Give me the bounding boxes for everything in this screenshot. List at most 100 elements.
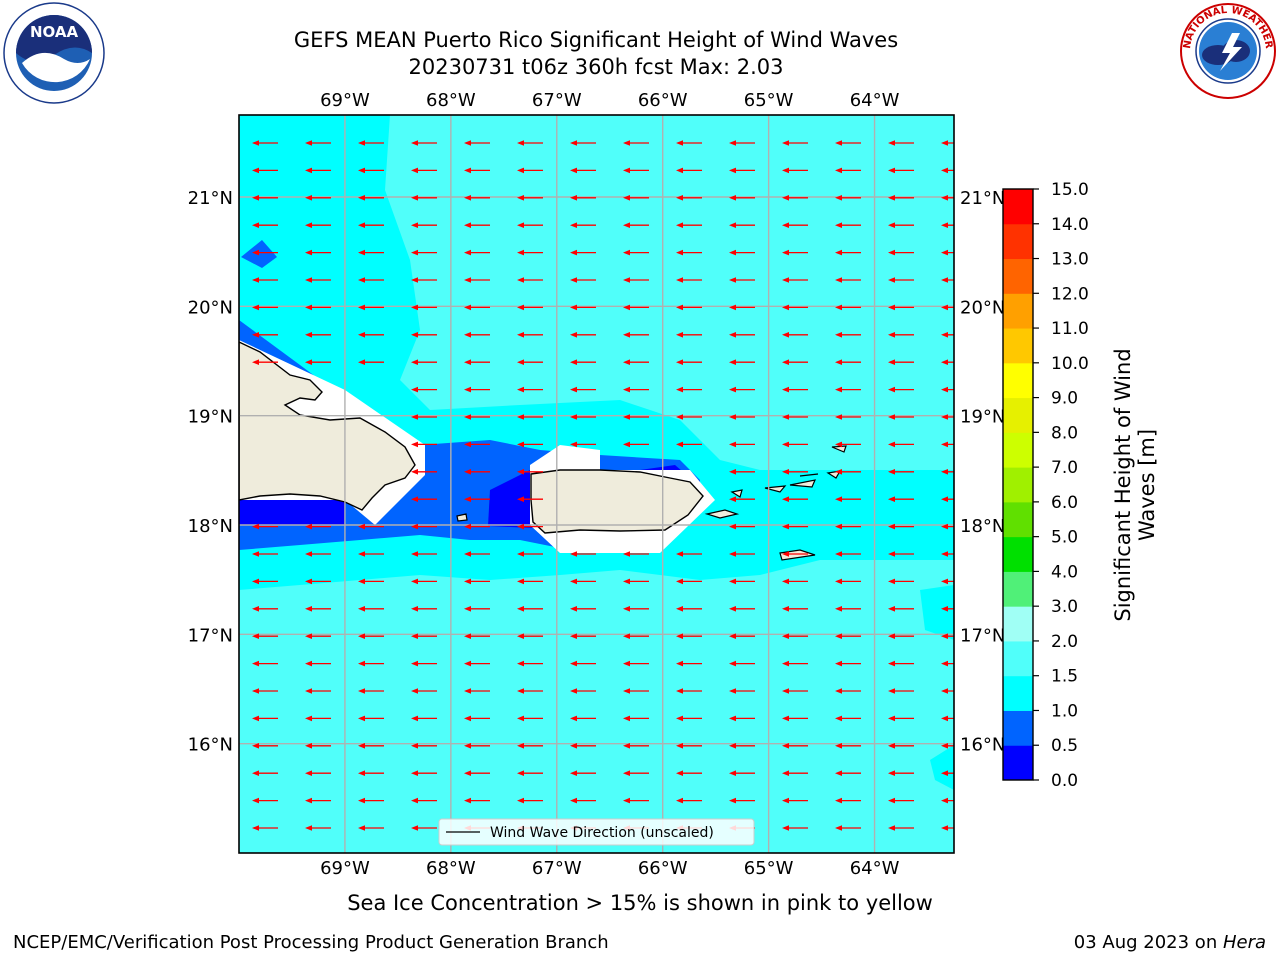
land-vieques — [704, 509, 740, 519]
wave-direction-arrow — [358, 167, 384, 174]
wave-direction-arrow — [729, 359, 755, 365]
wave-direction-arrow — [358, 304, 384, 311]
wave-direction-arrow — [888, 660, 914, 667]
wave-direction-arrow — [782, 414, 808, 420]
wave-direction-arrow — [517, 660, 543, 667]
map-field — [239, 115, 954, 853]
wave-direction-arrow — [411, 523, 437, 530]
wave-direction-arrow — [464, 249, 490, 256]
lat-label-right: 21°N — [960, 188, 1005, 209]
wave-direction-arrow — [782, 770, 808, 776]
wave-direction-arrow — [464, 523, 490, 530]
wave-direction-arrow — [623, 551, 649, 557]
wave-direction-arrow — [941, 797, 954, 804]
wave-direction-arrow — [729, 332, 755, 338]
wave-direction-arrow — [941, 249, 954, 256]
wave-direction-arrow — [835, 496, 861, 502]
wave-direction-arrow — [570, 551, 596, 557]
wave-direction-arrow — [676, 359, 702, 365]
wave-direction-arrow — [782, 249, 808, 256]
wave-direction-arrow — [570, 195, 596, 201]
wave-direction-arrow — [782, 332, 808, 338]
wave-direction-arrow — [782, 688, 808, 694]
wave-direction-arrow — [835, 222, 861, 228]
colorbar-swatch — [1003, 432, 1033, 468]
wave-direction-arrow — [358, 660, 384, 667]
wave-direction-arrow — [782, 743, 808, 749]
wave-direction-arrow — [676, 332, 702, 338]
wave-direction-arrow — [517, 386, 543, 393]
colorbar-tick-label: 1.5 — [1051, 667, 1078, 687]
colorbar-swatch — [1003, 745, 1033, 781]
wave-direction-arrow — [729, 496, 755, 502]
wave-direction-arrow — [888, 304, 914, 311]
wave-direction-arrow — [252, 825, 278, 831]
wave-direction-arrow — [835, 633, 861, 639]
wave-direction-arrow — [252, 222, 278, 228]
wave-direction-arrow — [358, 195, 384, 201]
wave-direction-arrow — [941, 743, 954, 749]
wave-direction-arrow — [888, 743, 914, 749]
wave-direction-arrow — [835, 469, 861, 475]
wave-direction-arrow — [411, 359, 437, 365]
wave-direction-arrow — [411, 496, 437, 502]
wave-direction-arrow — [252, 688, 278, 694]
wave-direction-arrow — [570, 688, 596, 694]
wave-direction-arrow — [570, 222, 596, 228]
wave-direction-arrow — [305, 140, 331, 146]
wave-direction-arrow — [358, 359, 384, 365]
wave-direction-arrow — [517, 496, 543, 502]
wave-direction-arrow — [411, 304, 437, 311]
wave-direction-arrow — [411, 606, 437, 612]
wave-direction-arrow — [888, 578, 914, 585]
colorbar-tick-label: 4.0 — [1051, 562, 1078, 582]
wave-direction-arrow — [676, 606, 702, 612]
wave-direction-arrow — [676, 715, 702, 722]
wave-direction-arrow — [676, 304, 702, 311]
wave-direction-arrow — [570, 797, 596, 804]
graticule — [239, 115, 954, 853]
wave-direction-arrow — [570, 304, 596, 311]
wave-direction-arrow — [782, 277, 808, 283]
colorbar-tick-label: 3.0 — [1051, 597, 1078, 617]
wave-direction-arrow — [623, 359, 649, 365]
wave-direction-arrow — [464, 441, 490, 448]
wave-direction-arrow — [517, 523, 543, 530]
wave-direction-arrow — [517, 469, 543, 475]
wave-direction-arrow — [411, 825, 437, 831]
wave-direction-arrow — [676, 770, 702, 776]
wave-direction-arrow — [729, 469, 755, 475]
wave-direction-arrow — [464, 743, 490, 749]
wave-direction-arrow — [888, 277, 914, 283]
wave-direction-arrow — [729, 386, 755, 393]
wave-direction-arrow — [464, 195, 490, 201]
wave-direction-arrow — [676, 633, 702, 639]
wave-direction-arrow — [782, 167, 808, 174]
wave-direction-arrow — [623, 195, 649, 201]
colorbar-swatch — [1003, 258, 1033, 294]
colorbar-swatch — [1003, 501, 1033, 538]
wave-direction-arrow — [464, 797, 490, 804]
wave-direction-arrow — [623, 660, 649, 667]
wave-direction-arrow — [835, 715, 861, 722]
wave-direction-arrow — [464, 167, 490, 174]
wave-direction-arrow — [358, 606, 384, 612]
wave-direction-arrow — [835, 688, 861, 694]
colorbar-tick-label: 15.0 — [1051, 180, 1089, 200]
wave-direction-arrow — [623, 304, 649, 311]
wave-direction-arrow — [252, 195, 278, 201]
wave-direction-arrow — [835, 743, 861, 749]
wave-direction-arrow — [358, 222, 384, 228]
wave-direction-arrow — [464, 359, 490, 365]
wave-direction-arrow — [835, 304, 861, 311]
wave-direction-arrow — [676, 167, 702, 174]
wave-direction-arrow — [888, 414, 914, 420]
wave-direction-arrow — [782, 578, 808, 585]
wave-direction-arrow — [835, 332, 861, 338]
wave-direction-arrow — [941, 359, 954, 365]
wave-direction-arrow — [835, 770, 861, 776]
colorbar-swatch — [1003, 675, 1033, 711]
wave-direction-arrow — [888, 825, 914, 831]
colorbar-tick-label: 0.5 — [1051, 736, 1078, 756]
wave-direction-arrow — [941, 770, 954, 776]
